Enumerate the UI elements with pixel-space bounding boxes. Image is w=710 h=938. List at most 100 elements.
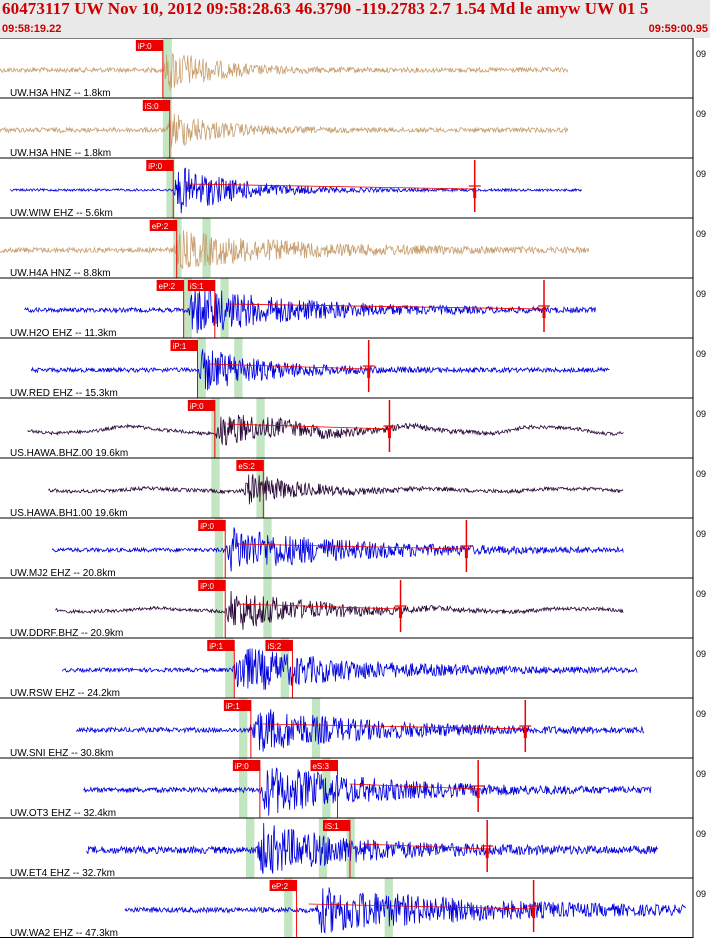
minute-tick-label: 09: [696, 469, 706, 479]
trace-label: UW.H3A HNZ -- 1.8km: [10, 88, 111, 99]
waveform: [24, 288, 596, 334]
trace-label: UW.WIW EHZ -- 5.6km: [10, 208, 113, 219]
coda-mark-block: [367, 368, 371, 378]
pick-label: iP:1: [209, 642, 223, 651]
trace-3: eP:2 UW.H4A HNZ -- 8.8km 09: [0, 217, 706, 279]
pick-label: iS:2: [267, 642, 281, 651]
pick-window: [211, 398, 220, 458]
pick-flag: [310, 760, 338, 771]
pick-window: [211, 458, 220, 518]
pick-label: iP:0: [235, 762, 249, 771]
waveform: [48, 474, 624, 505]
coda-line: [361, 843, 488, 850]
minute-tick-label: 09: [696, 409, 706, 419]
pick-flag: [198, 580, 226, 591]
pick-window: [239, 758, 248, 818]
pick-label: iP:0: [138, 42, 152, 51]
trace-label: UW.H3A HNE -- 1.8km: [10, 148, 111, 159]
waveform: [124, 887, 686, 934]
minute-tick-label: 09: [696, 589, 706, 599]
pick-window: [214, 578, 224, 638]
coda-mark-block: [542, 308, 546, 318]
trace-label: UW.MJ2 EHZ -- 20.8km: [10, 568, 116, 579]
coda-line: [349, 783, 479, 790]
coda-line: [226, 303, 545, 310]
trace-10: iP:1 iS:2 UW.RSW EHZ -- 24.2km 09: [0, 637, 706, 699]
waveform: [0, 230, 590, 270]
pick-flag: [269, 880, 297, 891]
pick-window: [280, 638, 289, 698]
pick-flag: [149, 220, 177, 231]
waveform: [0, 113, 569, 147]
pick-label: iP:0: [190, 402, 204, 411]
coda-line: [237, 603, 401, 610]
pick-label: iP:0: [200, 522, 214, 531]
minute-tick-label: 09: [696, 289, 706, 299]
coda-mark-block: [399, 608, 403, 618]
pick-flag: [156, 280, 184, 291]
pick-flag: [322, 820, 350, 831]
trace-12: iP:0 eS:3 UW.OT3 EHZ -- 32.4km 09: [0, 757, 706, 819]
pick-window: [239, 698, 248, 758]
trace-8: iP:0 UW.MJ2 EHZ -- 20.8km 09: [0, 517, 706, 579]
trace-label: US.HAWA.BHZ.00 19.6km: [10, 448, 128, 459]
pick-flag: [187, 280, 215, 291]
minute-tick-label: 09: [696, 889, 706, 899]
coda-mark-block: [485, 848, 489, 858]
trace-label: UW.SNI EHZ -- 30.8km: [10, 748, 113, 759]
trace-label: UW.ET4 EHZ -- 32.7km: [10, 868, 115, 879]
pick-label: iS:1: [190, 282, 204, 291]
pick-label: iP:0: [200, 582, 214, 591]
waveform: [62, 648, 638, 690]
waveform: [51, 527, 624, 572]
trace-label: UW.H4A HNZ -- 8.8km: [10, 268, 111, 279]
waveform: [0, 53, 569, 92]
pick-flag: [198, 520, 226, 531]
pick-flag: [265, 640, 293, 651]
coda-line: [262, 723, 526, 730]
pick-window: [322, 758, 331, 818]
trace-7: eS:2 US.HAWA.BH1.00 19.6km 09: [0, 457, 706, 519]
minute-tick-label: 09: [696, 349, 706, 359]
trace-label: UW.DDRF.BHZ -- 20.9km: [10, 628, 123, 639]
coda-mark-block: [476, 788, 480, 798]
pick-label: eP:2: [159, 282, 176, 291]
trace-label: US.HAWA.BH1.00 19.6km: [10, 508, 128, 519]
pick-label: iP:1: [226, 702, 240, 711]
trace-6: iP:0 US.HAWA.BHZ.00 19.6km 09: [0, 397, 706, 459]
coda-line: [209, 363, 369, 370]
trace-2: iP:0 UW.WIW EHZ -- 5.6km 09: [0, 157, 706, 219]
coda-line: [308, 903, 534, 910]
coda-mark-block: [523, 728, 527, 738]
coda-mark-block: [387, 428, 391, 438]
minute-tick-label: 09: [696, 229, 706, 239]
trace-1: iS:0 UW.H3A HNE -- 1.8km 09: [0, 97, 706, 159]
minute-tick-label: 09: [696, 709, 706, 719]
end-time-label: 09:59:00.95: [648, 23, 708, 35]
trace-4: eP:2 iS:1 UW.H2O EHZ -- 11.3km 09: [0, 277, 706, 339]
coda-mark-block: [532, 908, 536, 918]
trace-9: iP:0 UW.DDRF.BHZ -- 20.9km 09: [0, 577, 706, 639]
pick-label: iP:1: [173, 342, 187, 351]
coda-mark-block: [464, 548, 468, 558]
waveform: [75, 709, 645, 752]
waveform: [86, 822, 659, 874]
event-title: 60473117 UW Nov 10, 2012 09:58:28.63 46.…: [2, 0, 649, 18]
pick-label: iS:0: [145, 102, 159, 111]
pick-window: [214, 518, 224, 578]
waveform: [55, 590, 624, 630]
coda-line: [185, 183, 475, 190]
minute-tick-label: 09: [696, 169, 706, 179]
pick-flag: [187, 400, 215, 411]
seismogram-plot: iP:0 UW.H3A HNZ -- 1.8km 09 iS:0 UW.H3A HNE …: [0, 38, 706, 938]
pick-flag: [223, 700, 251, 711]
pick-window: [166, 158, 175, 218]
pick-label: iP:0: [148, 162, 162, 171]
pick-window: [220, 278, 229, 338]
pick-flag: [135, 40, 163, 51]
pick-window: [183, 278, 192, 338]
event-header: 60473117 UW Nov 10, 2012 09:58:28.63 46.…: [0, 0, 710, 38]
pick-flag: [207, 640, 235, 651]
minute-tick-label: 09: [696, 769, 706, 779]
trace-label: UW.WA2 EHZ -- 47.3km: [10, 928, 118, 938]
